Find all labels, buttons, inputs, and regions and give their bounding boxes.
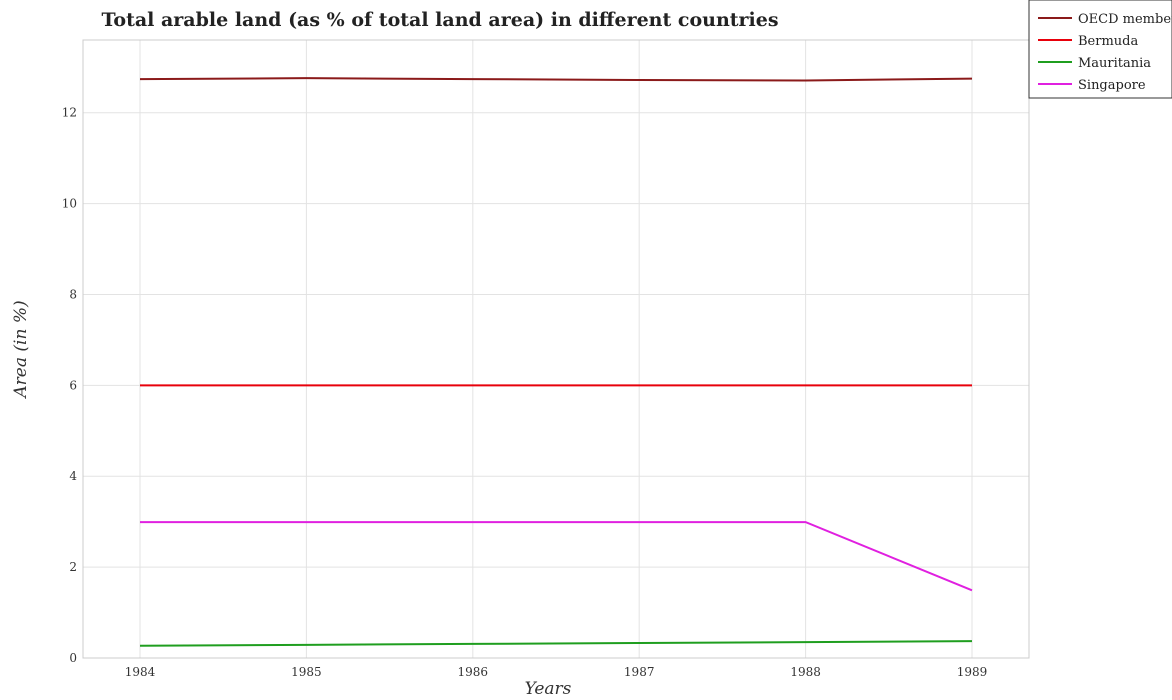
legend: OECD members Bermuda Mauritania Singapore (1028, 0, 1172, 99)
x-tick-label: 1986 (458, 665, 489, 679)
y-tick-label: 2 (69, 560, 77, 574)
y-tick-label: 4 (69, 469, 77, 483)
series-line-oecd-members (139, 77, 973, 82)
legend-label: Mauritania (1078, 56, 1151, 71)
series-line-mauritania (139, 640, 973, 647)
y-tick-label: 12 (62, 106, 77, 120)
x-tick-label: 1985 (291, 665, 322, 679)
x-axis: 1984 1985 1986 1987 1988 1989 (125, 665, 988, 679)
x-tick-label: 1989 (957, 665, 988, 679)
x-tick-label: 1988 (790, 665, 821, 679)
y-tick-label: 6 (69, 378, 77, 392)
plot-area (82, 39, 1030, 659)
legend-label: Bermuda (1078, 34, 1138, 49)
chart-title: Total arable land (as % of total land ar… (101, 9, 778, 31)
x-axis-title: Years (525, 679, 572, 699)
series-line-singapore (140, 521, 973, 592)
y-tick-label: 0 (69, 651, 77, 665)
legend-box (1028, 0, 1172, 99)
y-axis: 0 2 4 6 8 10 12 (62, 106, 78, 665)
y-tick-label: 10 (62, 197, 77, 211)
legend-label: Singapore (1078, 78, 1146, 93)
x-tick-label: 1987 (624, 665, 655, 679)
y-axis-title: Area (in %) (11, 300, 31, 399)
y-tick-label: 8 (69, 287, 77, 301)
legend-label: OECD members (1078, 12, 1172, 27)
x-tick-label: 1984 (125, 665, 156, 679)
gridlines (83, 40, 1029, 659)
series-lines (139, 77, 973, 647)
